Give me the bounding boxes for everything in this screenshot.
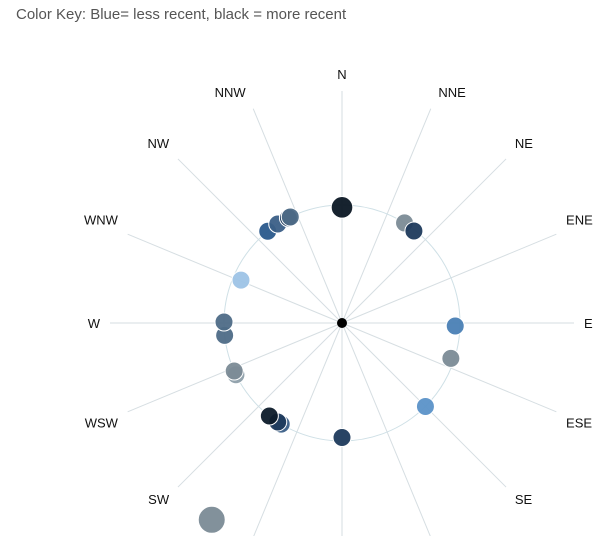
data-point: [214, 312, 234, 332]
direction-label-e: E: [584, 316, 593, 331]
direction-labels: NNNENEENEEESESESSESSWSWWSWWWNWNWNNW: [84, 67, 593, 507]
data-point: [259, 406, 279, 426]
direction-label-wsw: WSW: [85, 415, 119, 430]
spoke-nw: [177, 158, 343, 324]
direction-label-n: N: [337, 67, 346, 82]
color-key-caption: Color Key: Blue= less recent, black = mo…: [16, 6, 347, 23]
direction-label-se: SE: [515, 492, 533, 507]
direction-label-nne: NNE: [438, 85, 466, 100]
data-point: [415, 396, 435, 416]
data-point: [231, 270, 251, 290]
spoke-nne: [341, 108, 432, 324]
data-point: [224, 361, 244, 381]
direction-label-sw: SW: [148, 492, 170, 507]
direction-spokes: [110, 91, 574, 536]
direction-label-w: W: [88, 316, 101, 331]
spoke-ne: [341, 158, 507, 324]
data-point: [280, 207, 300, 227]
direction-label-nw: NW: [147, 136, 169, 151]
data-point: [332, 427, 352, 447]
data-point: [441, 348, 461, 368]
spoke-sw: [177, 322, 343, 488]
direction-label-ne: NE: [515, 136, 533, 151]
data-point: [445, 316, 465, 336]
direction-label-nnw: NNW: [215, 85, 247, 100]
direction-label-wnw: WNW: [84, 213, 119, 228]
direction-label-ene: ENE: [566, 213, 593, 228]
data-point: [330, 196, 354, 219]
spoke-ene: [341, 233, 557, 324]
data-points: [197, 196, 465, 534]
data-point: [404, 221, 424, 241]
data-point: [197, 505, 226, 534]
spoke-ssw: [253, 322, 343, 536]
center-marker: [337, 318, 347, 328]
direction-label-ese: ESE: [566, 415, 592, 430]
spoke-sse: [341, 322, 431, 536]
